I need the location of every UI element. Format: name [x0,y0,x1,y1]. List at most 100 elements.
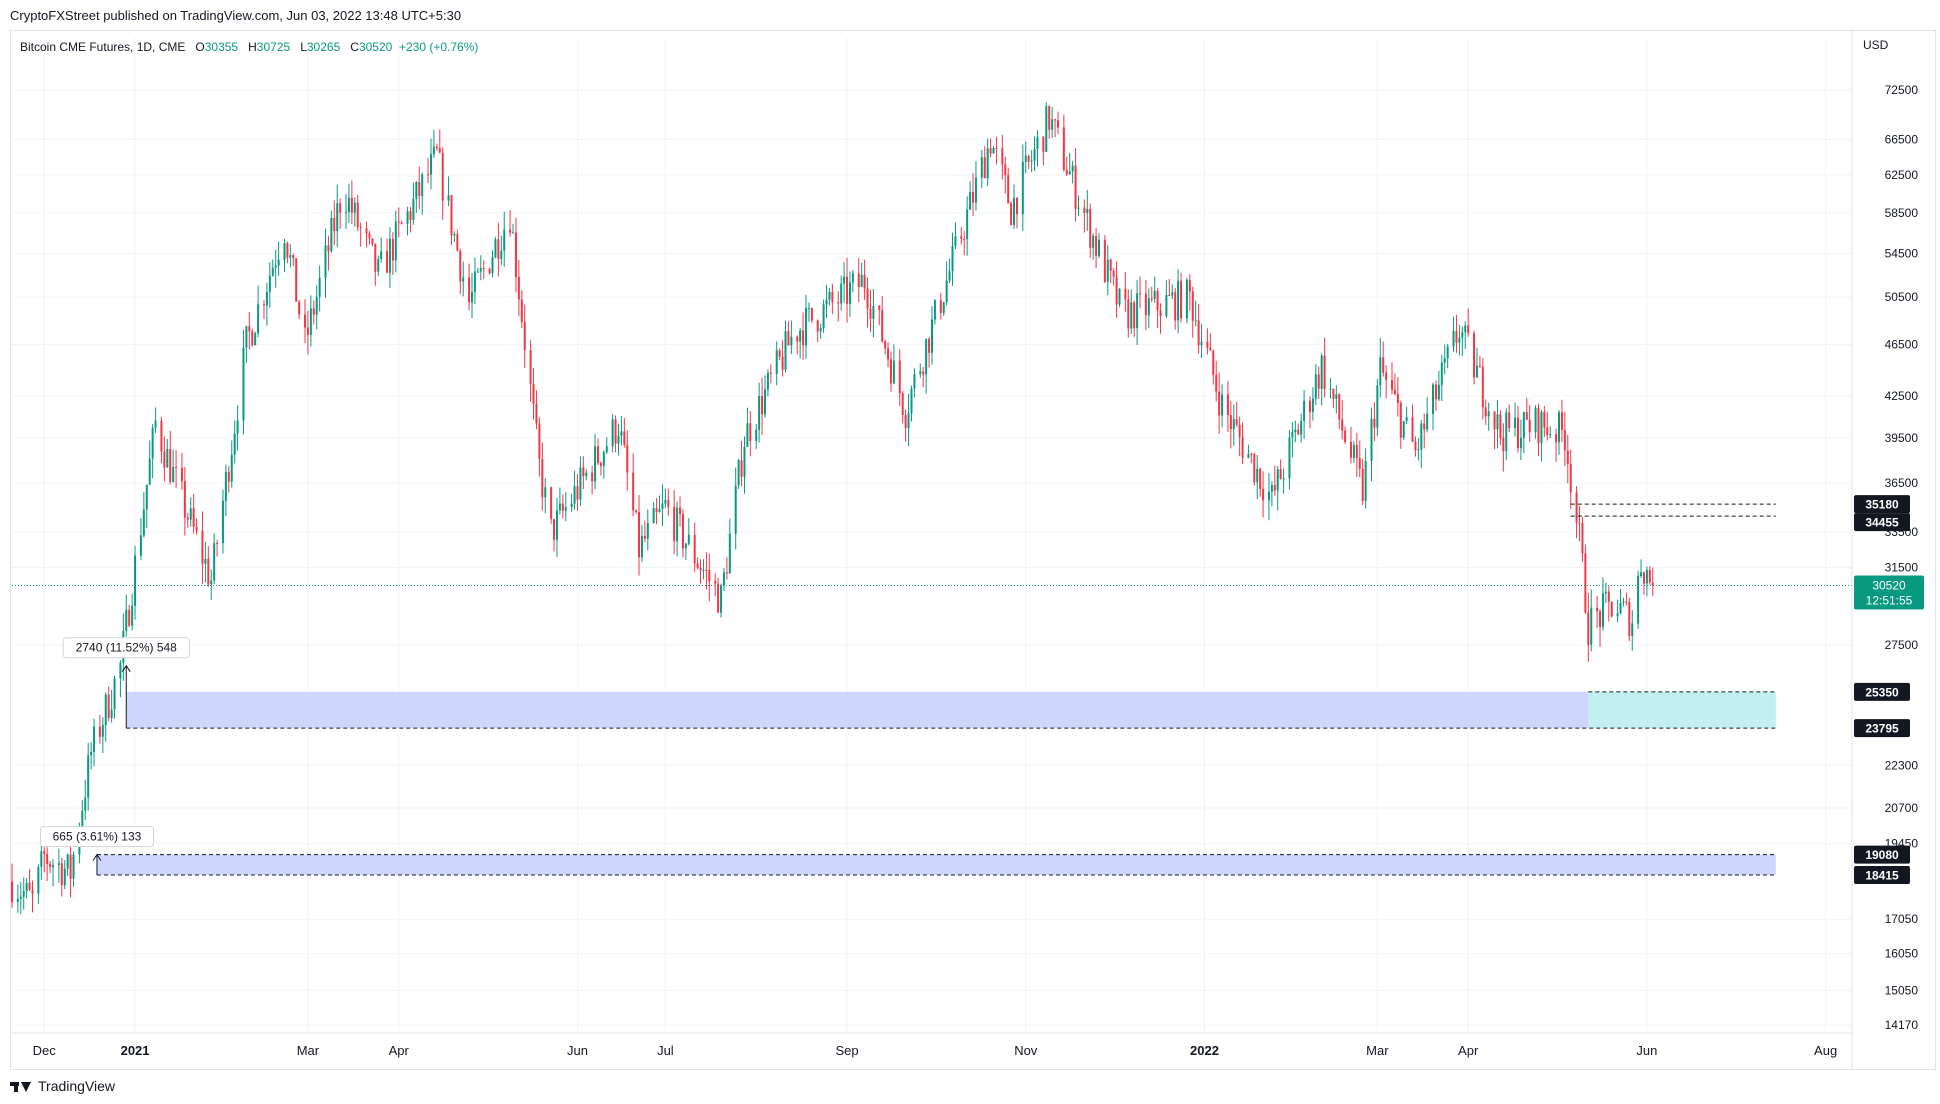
candle-body [81,810,84,830]
candle-body [1546,427,1549,435]
candle [1628,597,1631,642]
candle [1235,402,1238,427]
candle [512,224,515,234]
candle [491,250,494,278]
candle [1139,276,1142,309]
candle-body [49,863,52,868]
candle-body [848,282,851,304]
candle [1238,416,1241,457]
candle-body [512,232,515,234]
candle-body [101,724,104,737]
candle-body [1455,330,1458,343]
candle-body [110,709,113,719]
candle-body [359,227,362,229]
candle-body [972,191,975,203]
candle [790,320,793,355]
candle [1262,471,1265,518]
candle [722,567,725,592]
candle [769,364,772,384]
candle [84,779,87,820]
candle [134,545,137,620]
candle-body [230,454,233,482]
candle-body [1209,347,1212,351]
candle-body [1200,341,1203,346]
candle [350,180,353,225]
candle [1074,148,1077,222]
candle-body [1420,423,1423,450]
candle [1133,300,1136,337]
candle [737,458,740,490]
candle-body [1393,389,1396,394]
candle [1024,141,1027,174]
candle-body [1607,591,1610,602]
candle-body [576,486,579,500]
candle [743,436,746,494]
candle-body [1493,411,1496,430]
candle-body [846,276,849,304]
candle [450,194,453,245]
candle-body [837,302,840,304]
candle-body [1256,468,1259,483]
y-tick-label: 46500 [1885,337,1919,351]
candle-body [652,508,655,524]
candle-body [1610,601,1613,617]
candle-body [1432,384,1435,414]
candle-body [1086,208,1089,213]
candle [497,222,500,277]
candle [1481,358,1484,420]
candle [374,243,377,286]
candle-body [418,182,421,197]
candle [1645,566,1648,597]
candle [257,285,260,338]
candle [1056,111,1059,135]
candle [254,331,257,346]
candle-body [951,246,954,272]
candle-body [561,503,564,511]
candle-body [725,572,728,574]
candle-body [1062,127,1065,170]
candle [960,227,963,245]
candle-body [529,350,532,385]
candle-body [227,471,230,482]
chart-frame[interactable] [10,30,1936,1070]
candle [347,183,350,223]
candle-body [1259,468,1262,489]
candle-body [1528,419,1531,433]
candle [353,197,356,227]
candle [309,295,312,347]
candle-body [617,435,620,444]
candle [204,541,207,583]
candle-body [1464,325,1467,333]
candle-body [1024,155,1027,162]
candle [1563,411,1566,467]
candle [1185,277,1188,323]
candle-body [1364,461,1367,501]
candle-body [1458,337,1461,343]
candle [421,172,424,215]
candle-body [564,507,567,511]
candle [339,198,342,229]
candle-body [286,243,289,258]
candle [974,161,977,211]
candle [28,869,31,891]
candle-body [213,543,216,581]
candle [573,470,576,510]
candle [1405,406,1408,425]
candle [476,268,479,273]
candle-body [1311,398,1314,413]
price-label-box [1854,845,1910,864]
candle-body [1335,394,1338,399]
candle-body [1522,412,1525,438]
candle [763,375,766,418]
candle-body [907,413,910,429]
price-label: 35180 [1865,498,1899,512]
candle-body [1642,572,1645,584]
candle-body [1241,436,1244,458]
candle [1288,430,1291,490]
candle [980,150,983,189]
candle [37,864,40,904]
candle [1525,397,1528,420]
candle-body [1525,412,1528,420]
candle [714,573,717,597]
